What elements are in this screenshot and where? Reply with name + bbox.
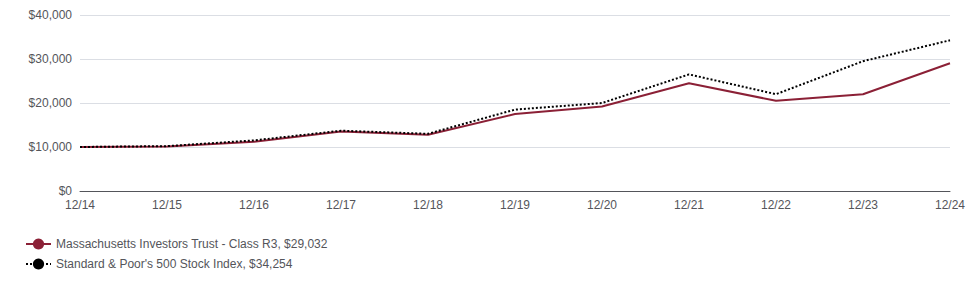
- svg-text:12/18: 12/18: [413, 198, 443, 212]
- svg-text:12/24: 12/24: [935, 198, 965, 212]
- svg-text:12/16: 12/16: [239, 198, 269, 212]
- svg-text:12/21: 12/21: [674, 198, 704, 212]
- svg-text:12/14: 12/14: [65, 198, 95, 212]
- svg-text:Standard & Poor's 500 Stock In: Standard & Poor's 500 Stock Index, $34,2…: [56, 257, 293, 271]
- svg-text:12/19: 12/19: [500, 198, 530, 212]
- svg-text:12/23: 12/23: [848, 198, 878, 212]
- svg-text:12/15: 12/15: [152, 198, 182, 212]
- svg-text:Massachusetts Investors Trust: Massachusetts Investors Trust - Class R3…: [56, 237, 328, 251]
- svg-text:$0: $0: [59, 184, 73, 198]
- svg-text:$10,000: $10,000: [29, 140, 73, 154]
- svg-text:12/22: 12/22: [761, 198, 791, 212]
- svg-text:$40,000: $40,000: [29, 8, 73, 22]
- svg-text:$30,000: $30,000: [29, 52, 73, 66]
- svg-text:12/17: 12/17: [326, 198, 356, 212]
- svg-text:12/20: 12/20: [587, 198, 617, 212]
- svg-text:$20,000: $20,000: [29, 96, 73, 110]
